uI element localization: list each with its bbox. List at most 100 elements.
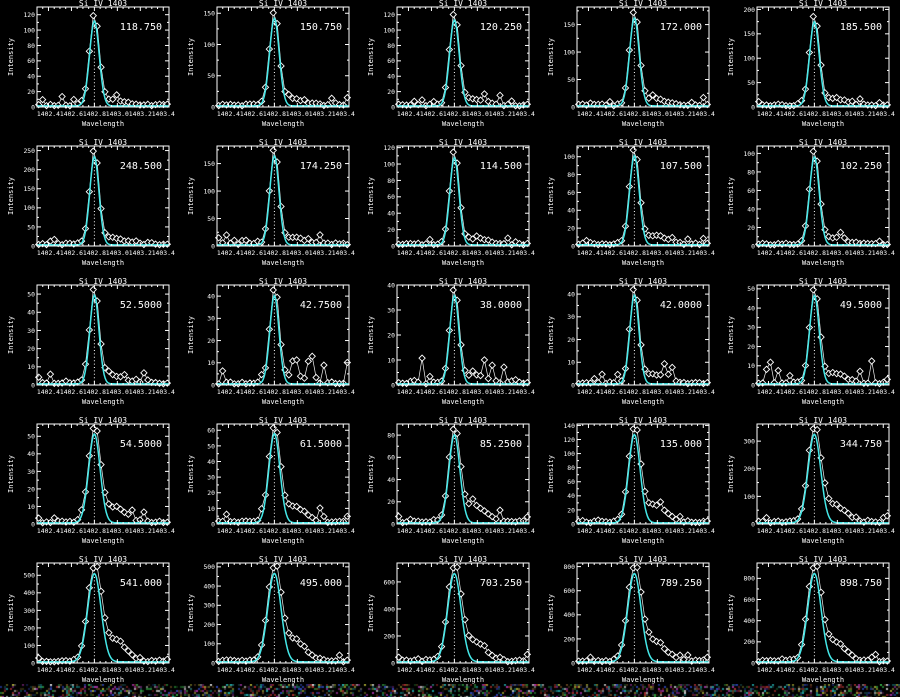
diamond-marker [504, 234, 512, 242]
panel-title: Si IV 1403 [259, 417, 307, 425]
y-tick-label: 400 [203, 582, 215, 590]
diamond-marker [496, 91, 504, 100]
axes-box [216, 284, 350, 386]
diamond-marker [285, 629, 293, 637]
y-tick-label: 200 [203, 621, 215, 629]
peak-intensity-annotation: 703.250 [480, 578, 522, 589]
y-tick-label: 50 [207, 215, 215, 223]
y-tick-label: 0 [571, 659, 575, 667]
y-tick-label: 400 [743, 617, 755, 625]
x-tick-label: 1403.2 [309, 666, 332, 674]
peak-intensity-annotation: 185.500 [840, 22, 882, 33]
x-tick-label: 1402.6 [420, 666, 443, 674]
gaussian-fit-curve [397, 156, 529, 246]
y-tick-label: 100 [563, 153, 575, 161]
x-tick-label: 1402.6 [780, 666, 803, 674]
panel-title: Si IV 1403 [619, 278, 667, 286]
y-axis-label: Intensity [7, 38, 15, 76]
x-axis-label: Wavelength [262, 676, 304, 684]
diamond-marker [813, 562, 821, 571]
diamond-marker [418, 96, 426, 104]
x-tick-label: 1402.8 [623, 527, 646, 535]
panel-title: Si IV 1403 [619, 417, 667, 425]
y-axis-label: Intensity [187, 177, 195, 215]
axes-box [396, 6, 530, 108]
peak-intensity-annotation: 54.5000 [120, 439, 162, 450]
peak-intensity-annotation: 150.750 [300, 22, 342, 33]
diamond-marker [101, 613, 109, 622]
diamond-marker [825, 630, 833, 638]
panel-title: Si IV 1403 [259, 278, 307, 286]
x-tick-label: 1402.4 [37, 110, 60, 118]
diamond-marker [848, 97, 856, 105]
gaussian-fit-curve [397, 18, 529, 107]
diamond-marker [758, 517, 767, 526]
diamond-marker [316, 504, 324, 512]
diamond-marker [304, 357, 313, 366]
y-tick-label: 60 [387, 193, 395, 201]
panel-title: Si IV 1403 [619, 0, 667, 8]
x-tick-label: 1402.4 [397, 110, 420, 118]
diamond-marker [472, 638, 481, 646]
x-axis-label: Wavelength [82, 398, 124, 406]
y-tick-label: 100 [23, 642, 35, 650]
x-tick-label: 1403.2 [129, 110, 152, 118]
diamond-marker [105, 628, 113, 637]
x-tick-label: 1402.4 [217, 388, 240, 396]
x-tick-label: 1402.8 [443, 666, 466, 674]
x-tick-label: 1403.0 [646, 388, 669, 396]
y-axis-label: Intensity [547, 177, 555, 215]
diamond-marker [422, 240, 430, 248]
x-tick-label: 1402.6 [240, 249, 263, 257]
diamond-marker [496, 506, 504, 514]
y-tick-label: 300 [23, 607, 35, 615]
peak-intensity-annotation: 118.750 [120, 22, 162, 33]
axes-box [216, 562, 350, 664]
x-tick-label: 1403.4 [332, 666, 355, 674]
y-tick-label: 40 [747, 304, 755, 312]
y-tick-label: 0 [31, 520, 35, 528]
y-tick-label: 10 [27, 503, 35, 511]
y-axis-label: Intensity [547, 594, 555, 632]
diamond-marker [465, 371, 473, 379]
diamond-marker [269, 9, 277, 17]
diamond-marker [484, 648, 493, 657]
x-tick-label: 1403.4 [692, 527, 715, 535]
gaussian-fit-curve [757, 572, 889, 663]
y-tick-label: 20 [387, 88, 395, 96]
panel-title: Si IV 1403 [439, 139, 487, 147]
gaussian-fit-curve [37, 432, 169, 524]
x-tick-label: 1402.8 [803, 110, 826, 118]
x-tick-label: 1402.8 [263, 249, 286, 257]
y-tick-label: 40 [27, 450, 35, 458]
x-tick-label: 1403.4 [152, 666, 175, 674]
peak-intensity-annotation: 49.5000 [840, 300, 882, 311]
x-tick-label: 1403.4 [512, 527, 535, 535]
peak-intensity-annotation: 114.500 [480, 161, 522, 172]
y-axis-label: Intensity [727, 316, 735, 354]
diamond-marker [786, 371, 794, 380]
diamond-marker [684, 235, 692, 243]
x-tick-label: 1403.4 [512, 388, 535, 396]
y-axis-label: Intensity [367, 594, 375, 632]
y-axis-label: Intensity [7, 594, 15, 632]
x-axis-label: Wavelength [802, 259, 844, 267]
diamond-marker [848, 651, 856, 659]
x-tick-label: 1402.6 [60, 110, 83, 118]
x-tick-label: 1402.6 [420, 388, 443, 396]
y-tick-label: 80 [387, 432, 395, 440]
y-tick-label: 60 [747, 187, 755, 195]
y-tick-label: 150 [23, 185, 35, 193]
gaussian-fit-curve [217, 432, 349, 524]
diamond-marker [633, 426, 641, 434]
y-tick-label: 0 [751, 659, 755, 667]
gaussian-fit-curve [397, 433, 529, 524]
x-axis-label: Wavelength [442, 259, 484, 267]
y-tick-label: 40 [27, 309, 35, 317]
diamond-marker [656, 371, 665, 379]
diamond-marker [660, 359, 669, 368]
